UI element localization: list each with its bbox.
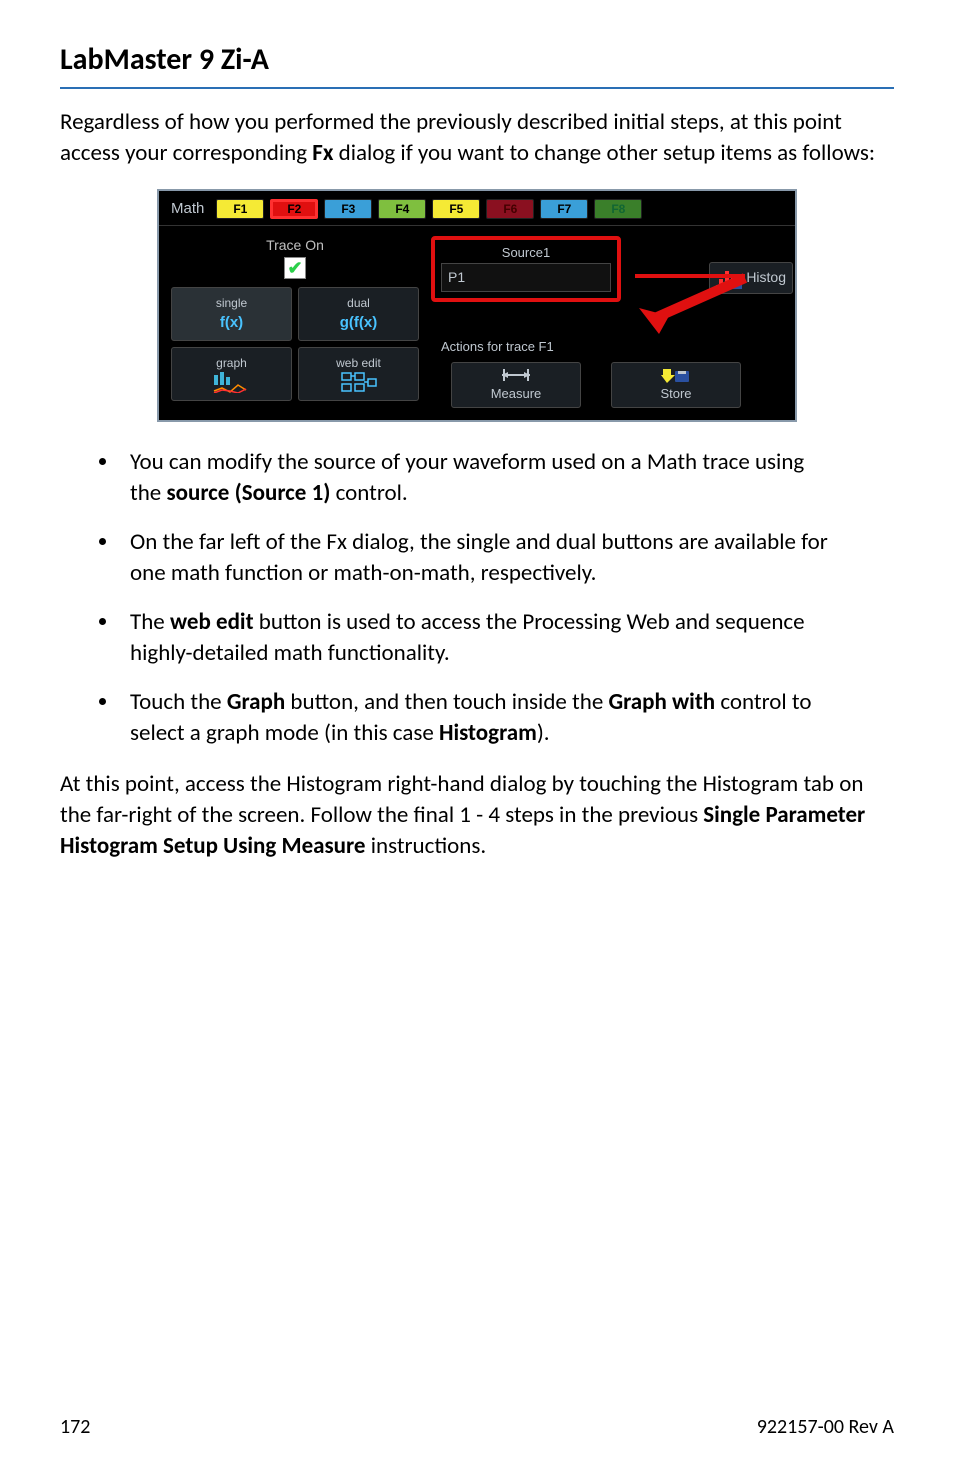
bullet-3-b: web edit [170,608,254,636]
bullet-list: You can modify the source of your wavefo… [60,447,834,749]
measure-button[interactable]: Measure [451,362,581,408]
tab-f4[interactable]: F4 [378,199,426,219]
single-fx: f(x) [220,313,243,333]
bullet-3-a: The [130,608,170,636]
dual-label: dual [347,295,370,311]
intro-text-2: dialog if you want to change other setup… [333,139,875,167]
measure-icon [496,367,536,383]
bullet-4-g: ). [537,719,550,747]
histogram-icon [716,267,742,289]
bullet-4: Touch the Graph button, and then touch i… [120,687,834,749]
trace-on-checkbox[interactable]: ✔ [284,257,306,279]
histogram-button[interactable]: Histog [709,262,793,294]
math-dialog-screenshot: Math F1 F2 F3 F4 F5 F6 F7 F8 Trace On ✔ … [157,189,797,422]
tab-f7[interactable]: F7 [540,199,588,219]
tab-f6[interactable]: F6 [486,199,534,219]
store-icon [661,367,691,383]
web-edit-icon [341,371,377,393]
tab-f2[interactable]: F2 [270,199,318,219]
web-edit-label: web edit [336,355,381,371]
bullet-2: On the far left of the Fx dialog, the si… [120,527,834,589]
closing-c: instructions. [366,832,487,860]
web-edit-button[interactable]: web edit [298,347,419,401]
left-column: Trace On ✔ single f(x) dual g(f(x) graph [165,232,425,414]
graph-label: graph [216,355,247,371]
bullet-1-c: control. [330,479,407,507]
tab-label-math: Math [165,197,210,221]
bullet-1-b: source (Source 1) [166,479,330,507]
bullet-4-a: Touch the [130,688,227,716]
graph-icon [212,371,252,393]
source1-box[interactable]: Source1 P1 [431,236,621,302]
bullet-4-b: Graph [227,688,285,716]
bullet-4-d: Graph with [608,688,715,716]
dialog-body: Trace On ✔ single f(x) dual g(f(x) graph [159,226,795,420]
bullet-4-f: Histogram [439,719,537,747]
page-number: 172 [60,1414,90,1441]
right-column: Source1 P1 Histog [425,232,795,414]
tab-f3[interactable]: F3 [324,199,372,219]
measure-label: Measure [491,385,542,403]
page-title: LabMaster 9 Zi-A [60,40,894,89]
tab-f5[interactable]: F5 [432,199,480,219]
store-label: Store [660,385,691,403]
tab-row: Math F1 F2 F3 F4 F5 F6 F7 F8 [159,191,795,226]
intro-paragraph: Regardless of how you performed the prev… [60,107,894,169]
store-button[interactable]: Store [611,362,741,408]
intro-fx: Fx [312,139,333,167]
tab-f1[interactable]: F1 [216,199,264,219]
trace-on-label: Trace On [171,236,419,255]
source1-value: P1 [441,263,611,292]
doc-revision: 922157-00 Rev A [757,1414,894,1441]
bullet-3: The web edit button is used to access th… [120,607,834,669]
graph-button[interactable]: graph [171,347,292,401]
single-label: single [216,295,247,311]
bullet-1: You can modify the source of your wavefo… [120,447,834,509]
closing-paragraph: At this point, access the Histogram righ… [60,769,894,862]
screenshot-container: Math F1 F2 F3 F4 F5 F6 F7 F8 Trace On ✔ … [60,189,894,422]
bullet-4-c: button, and then touch inside the [285,688,608,716]
single-button[interactable]: single f(x) [171,287,292,341]
histogram-label: Histog [746,268,786,287]
action-row: Measure Store [451,362,789,408]
tab-f8[interactable]: F8 [594,199,642,219]
actions-label: Actions for trace F1 [441,338,789,356]
mode-button-grid: single f(x) dual g(f(x) graph [171,287,419,401]
dual-button[interactable]: dual g(f(x) [298,287,419,341]
source1-label: Source1 [441,244,611,262]
dual-gfx: g(f(x) [340,313,378,333]
page-footer: 172 922157-00 Rev A [60,1414,894,1441]
